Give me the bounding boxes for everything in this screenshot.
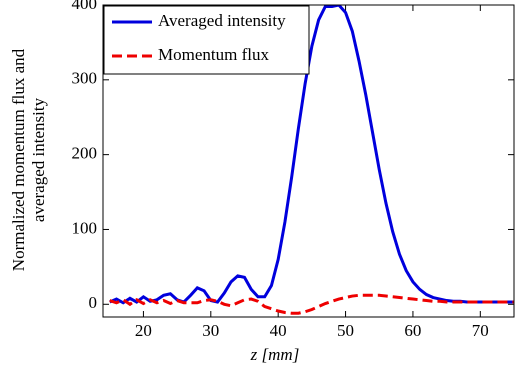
y-axis-label: averaged intensity [29, 97, 48, 222]
x-tick-label: 40 [270, 321, 287, 340]
y-tick-label: 400 [72, 0, 98, 13]
y-tick-label: 300 [72, 69, 98, 88]
legend-label: Averaged intensity [158, 11, 286, 30]
x-tick-label: 30 [202, 321, 219, 340]
y-tick-label: 0 [89, 293, 98, 312]
plot-frame [102, 4, 515, 318]
series-line [109, 293, 514, 315]
legend-box [103, 5, 310, 75]
x-axis-label: z [mm] [250, 345, 300, 364]
x-tick-label: 60 [404, 321, 421, 340]
legend-label: Momentum flux [158, 45, 269, 64]
x-tick-label: 50 [337, 321, 354, 340]
y-axis-label: Normalized momentum flux and [9, 48, 28, 271]
x-tick-label: 70 [472, 321, 489, 340]
y-tick-label: 100 [72, 218, 98, 237]
x-tick-label: 20 [135, 321, 152, 340]
y-tick-label: 200 [72, 144, 98, 163]
